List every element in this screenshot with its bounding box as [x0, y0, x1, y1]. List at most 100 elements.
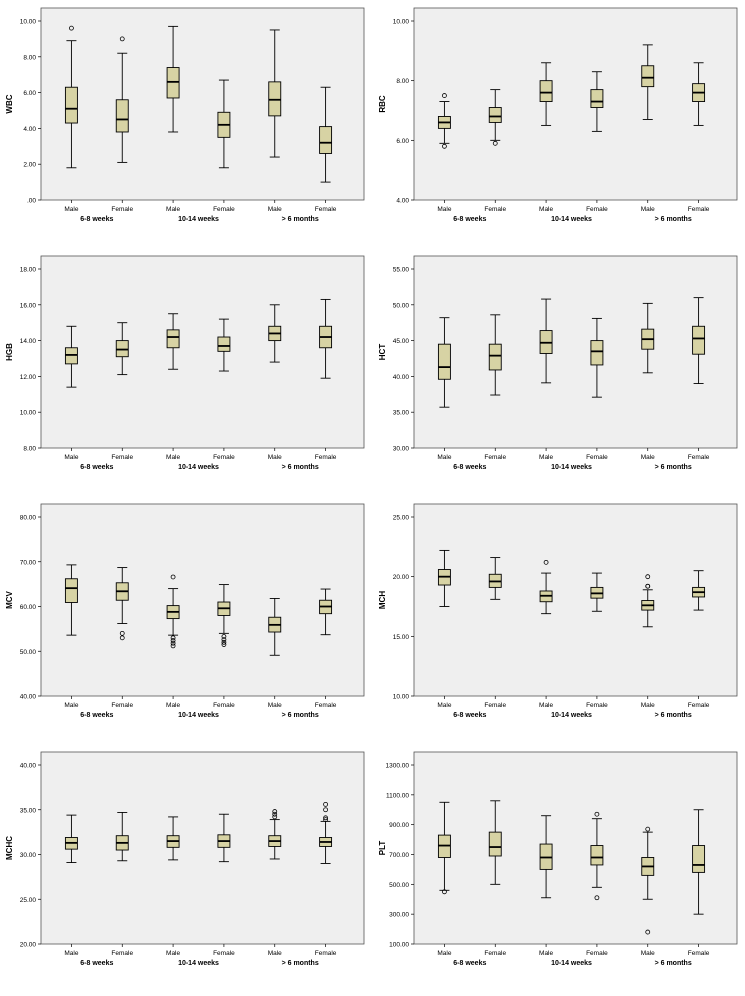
group-label: 6-8 weeks [453, 216, 486, 223]
x-tick-label: Female [213, 702, 235, 709]
x-tick-label: Male [268, 702, 282, 709]
iqr-box [488, 107, 502, 123]
box-6 [692, 809, 706, 915]
outlier-point [492, 140, 498, 146]
outlier-point [442, 143, 447, 149]
outlier-point [119, 635, 125, 641]
group-label: > 6 months [282, 464, 319, 471]
y-tick-label: 6.00 [23, 90, 36, 97]
group-label: > 6 months [282, 712, 319, 719]
box-6 [692, 297, 706, 385]
group-label: 6-8 weeks [80, 712, 113, 719]
y-tick-label: 700.00 [389, 852, 409, 859]
box-5 [641, 302, 655, 374]
iqr-box [692, 845, 706, 873]
y-tick-label: 80.00 [20, 515, 37, 522]
y-tick-label: 4.00 [396, 198, 409, 205]
y-tick-label: 6.00 [396, 138, 409, 145]
box-5 [641, 44, 655, 120]
chart-panel-mcv: 40.00 50.00 60.00 70.00 80.00 MCV Male Female Ma… [0, 496, 372, 743]
group-label: > 6 months [655, 216, 692, 223]
outlier-point [221, 642, 227, 647]
box-6 [692, 62, 706, 126]
outlier-point [170, 643, 176, 649]
y-tick-label: 20.00 [393, 574, 410, 581]
outlier-point [69, 25, 74, 31]
y-tick-label: 2.00 [23, 162, 36, 169]
box-1 [437, 93, 451, 149]
box-5 [268, 809, 282, 860]
x-tick-label: Female [586, 950, 608, 957]
box-4 [217, 318, 231, 372]
iqr-box [488, 831, 502, 857]
x-tick-label: Male [166, 950, 180, 957]
group-label: 10-14 weeks [551, 712, 592, 719]
group-label: 6-8 weeks [453, 464, 486, 471]
outlier-point [594, 811, 600, 817]
x-tick-label: Female [586, 454, 608, 461]
y-tick-label: 50.00 [393, 302, 410, 309]
group-label: > 6 months [655, 712, 692, 719]
y-tick-label: 20.00 [20, 942, 37, 949]
x-tick-label: Female [213, 206, 235, 213]
x-tick-label: Female [484, 206, 506, 213]
box-plot-svg: 10.00 15.00 20.00 25.00 MCH Male Female Male Fem… [378, 503, 738, 719]
box-plot-svg: 40.00 50.00 60.00 70.00 80.00 MCV Male Female Ma… [5, 503, 365, 719]
box-4 [590, 811, 604, 901]
x-tick-label: Male [437, 206, 451, 213]
x-tick-label: Female [111, 950, 133, 957]
plot-area [413, 255, 738, 449]
y-tick-label: 40.00 [20, 694, 37, 701]
box-3 [166, 816, 180, 861]
outlier-point [323, 807, 328, 813]
y-tick-label: .00 [27, 198, 36, 205]
box-1 [64, 564, 78, 636]
y-tick-label: 500.00 [389, 882, 409, 889]
iqr-box [319, 126, 333, 154]
x-tick-label: Female [688, 950, 710, 957]
box-plot-svg: 100.00 300.00 500.00 700.00 900.00 1100.00 130… [378, 751, 738, 967]
y-axis-title: HGB [5, 343, 14, 361]
y-axis-title: RBC [378, 95, 387, 113]
outlier-point [594, 895, 600, 901]
x-tick-label: Female [111, 206, 133, 213]
x-tick-label: Male [268, 454, 282, 461]
plot-area [40, 255, 365, 449]
outlier-point [272, 811, 278, 817]
y-axis-title: HCT [378, 344, 387, 361]
y-tick-label: 35.00 [393, 410, 410, 417]
y-tick-label: 10.00 [393, 19, 410, 26]
plot-area [413, 503, 738, 697]
iqr-box [590, 845, 604, 866]
box-6 [319, 801, 333, 864]
x-tick-label: Male [539, 454, 553, 461]
x-tick-label: Female [688, 454, 710, 461]
outlier-point [645, 929, 651, 935]
box-2 [488, 314, 502, 396]
chart-panel-plt: 100.00 300.00 500.00 700.00 900.00 1100.00 130… [373, 744, 745, 991]
x-tick-label: Male [268, 950, 282, 957]
y-tick-label: 15.00 [393, 634, 410, 641]
x-tick-label: Male [64, 702, 78, 709]
chart-panel-hgb: 8.00 10.00 12.00 14.00 16.00 18.00 HGB Male Fema… [0, 248, 372, 495]
y-tick-label: 16.00 [20, 302, 37, 309]
iqr-box [488, 343, 502, 371]
iqr-box [539, 80, 553, 102]
group-label: 10-14 weeks [551, 960, 592, 967]
outlier-point [442, 889, 447, 895]
x-tick-label: Male [64, 206, 78, 213]
box-6 [319, 298, 333, 379]
x-tick-label: Male [641, 206, 655, 213]
x-tick-label: Female [484, 454, 506, 461]
box-6 [319, 86, 333, 183]
box-4 [217, 79, 231, 169]
y-tick-label: 900.00 [389, 822, 409, 829]
outlier-point [170, 635, 176, 641]
box-plot-svg: 4.00 6.00 8.00 10.00 RBC Male Female Male Female… [378, 7, 738, 223]
iqr-box [217, 336, 231, 352]
y-tick-label: 10.00 [20, 410, 37, 417]
group-label: 10-14 weeks [178, 712, 219, 719]
outlier-point [272, 809, 278, 814]
box-4 [590, 317, 604, 398]
